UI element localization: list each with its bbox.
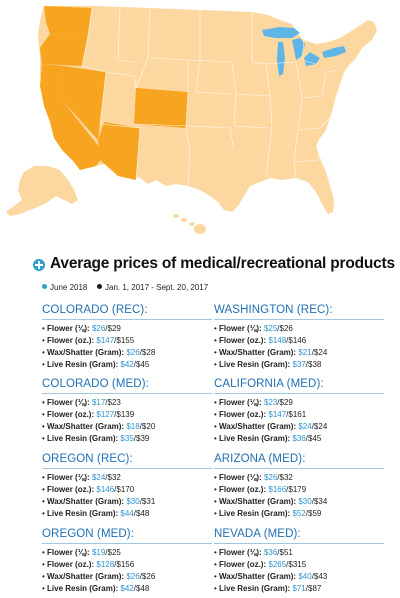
state-name: NEVADA (MED): <box>214 528 384 544</box>
map-state-colorado <box>134 88 188 128</box>
price-row: • Flower (⅛): $26/$32 <box>214 473 293 482</box>
price-row: • Flower (oz.): $166/$179 <box>214 485 307 495</box>
price-row: • Flower (⅛): $19/$25 <box>42 548 121 557</box>
price-row: • Live Resin (Gram): $35/$39 <box>42 434 150 444</box>
price-row: • Wax/Shatter (Gram): $40/$43 <box>214 572 328 582</box>
price-row: • Wax/Shatter (Gram): $21/$24 <box>214 348 328 358</box>
state-borders <box>81 7 339 187</box>
map-state-oregon <box>40 34 88 66</box>
price-row: • Flower (oz.): $147/$161 <box>214 410 307 420</box>
plus-circle-icon <box>33 259 45 271</box>
legend-item-june-2018: June 2018 <box>42 283 87 292</box>
price-row: • Wax/Shatter (Gram): $26/$26 <box>42 572 156 582</box>
section-heading: Average prices of medical/recreational p… <box>50 255 395 272</box>
legend-dot-icon <box>97 284 102 289</box>
price-row: • Flower (⅛): $17/$23 <box>42 398 121 407</box>
map-state-california <box>40 64 102 170</box>
state-block-nevada-med: NEVADA (MED): • Flower (⅛): $36/$51 • Fl… <box>214 528 384 595</box>
state-block-california-med: CALIFORNIA (MED): • Flower (⅛): $23/$29 … <box>214 378 384 445</box>
state-name: COLORADO (MED): <box>42 378 212 394</box>
us-map <box>6 6 377 234</box>
price-row: • Flower (oz.): $146/$170 <box>42 485 135 495</box>
price-row: • Flower (⅛): $26/$29 <box>42 324 121 333</box>
price-row: • Live Resin (Gram): $71/$87 <box>214 584 322 594</box>
state-name: WASHINGTON (REC): <box>214 304 384 320</box>
price-row: • Flower (oz.): $147/$155 <box>42 336 135 346</box>
price-row: • Live Resin (Gram): $42/$48 <box>42 584 150 594</box>
price-row: • Live Resin (Gram): $37/$38 <box>214 360 322 370</box>
price-row: • Live Resin (Gram): $44/$48 <box>42 509 150 519</box>
price-row: • Wax/Shatter (Gram): $18/$20 <box>42 422 156 432</box>
price-row: • Live Resin (Gram): $36/$45 <box>214 434 322 444</box>
legend-item-2017: Jan. 1, 2017 - Sept. 20, 2017 <box>97 283 208 292</box>
state-name: CALIFORNIA (MED): <box>214 378 384 394</box>
price-row: • Flower (oz.): $148/$146 <box>214 336 307 346</box>
state-block-arizona-med: ARIZONA (MED): • Flower (⅛): $26/$32 • F… <box>214 453 384 520</box>
price-row: • Live Resin (Gram): $42/$45 <box>42 360 150 370</box>
state-block-oregon-rec: OREGON (REC): • Flower (⅛): $24/$32 • Fl… <box>42 453 212 520</box>
map-state-washington <box>44 6 92 36</box>
state-name: OREGON (REC): <box>42 453 212 469</box>
state-block-colorado-med: COLORADO (MED): • Flower (⅛): $17/$23 • … <box>42 378 212 445</box>
state-name: OREGON (MED): <box>42 528 212 544</box>
state-block-oregon-med: OREGON (MED): • Flower (⅛): $19/$25 • Fl… <box>42 528 212 595</box>
price-row: • Flower (oz.): $127/$139 <box>42 410 135 420</box>
price-row: • Wax/Shatter (Gram): $30/$34 <box>214 497 328 507</box>
legend-dot-icon <box>42 284 47 289</box>
state-block-washington-rec: WASHINGTON (REC): • Flower (⅛): $25/$26 … <box>214 304 384 371</box>
great-lakes <box>262 27 346 76</box>
price-row: • Flower (⅛): $36/$51 <box>214 548 293 557</box>
price-row: • Live Resin (Gram): $52/$59 <box>214 509 322 519</box>
price-row: • Flower (⅛): $24/$32 <box>42 473 121 482</box>
price-row: • Flower (oz.): $128/$156 <box>42 560 135 570</box>
map-state-arizona <box>98 122 140 180</box>
alaska <box>6 166 78 216</box>
state-name: COLORADO (REC): <box>42 304 212 320</box>
price-row: • Wax/Shatter (Gram): $24/$24 <box>214 422 328 432</box>
price-row: • Wax/Shatter (Gram): $26/$28 <box>42 348 156 358</box>
price-row: • Flower (⅛): $23/$29 <box>214 398 293 407</box>
state-name: ARIZONA (MED): <box>214 453 384 469</box>
price-row: • Flower (⅛): $25/$26 <box>214 324 293 333</box>
price-row: • Flower (oz.): $265/$315 <box>214 560 307 570</box>
price-row: • Wax/Shatter (Gram): $30/$31 <box>42 497 156 507</box>
hawaii <box>173 214 206 234</box>
map-state-nevada <box>62 66 106 140</box>
state-block-colorado-rec: COLORADO (REC): • Flower (⅛): $26/$29 • … <box>42 304 212 371</box>
